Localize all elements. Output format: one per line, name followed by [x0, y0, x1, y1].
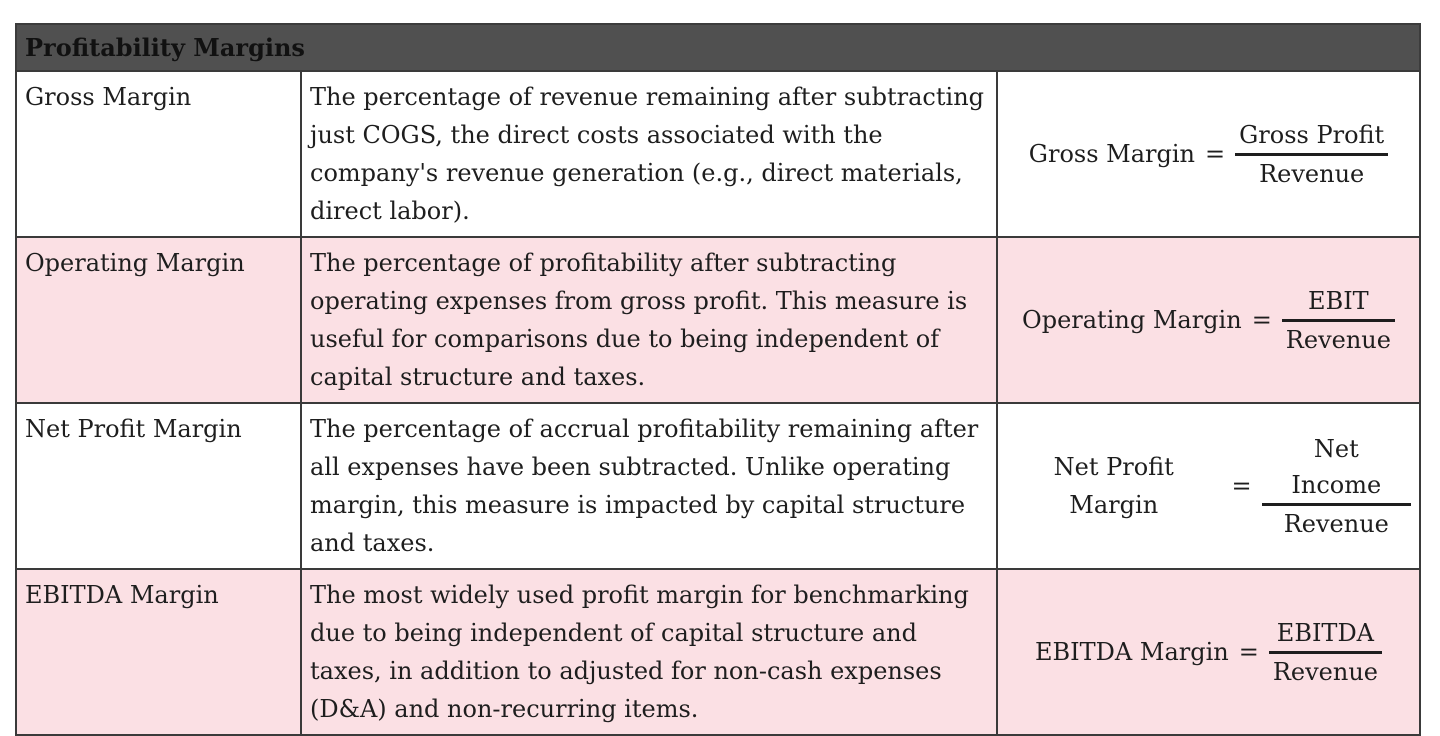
table-row-gross-margin: Gross Margin The percentage of revenue r…: [15, 70, 1421, 238]
formula-numerator: Net Income: [1291, 434, 1382, 499]
metric-description: The percentage of revenue remaining afte…: [300, 70, 998, 238]
formula-lhs: Net Profit Margin: [1053, 453, 1174, 519]
metric-formula: Gross Margin = Gross Profit Revenue: [996, 70, 1421, 238]
formula-fraction: EBIT Revenue: [1281, 283, 1395, 358]
formula-equals: =: [1251, 306, 1272, 334]
metric-formula: Net Profit Margin = Net Income Revenue: [996, 402, 1421, 570]
formula-lhs: EBITDA Margin: [1035, 638, 1229, 666]
metric-name: Gross Margin: [15, 70, 302, 238]
formula: Net Profit Margin = Net Income Revenue: [1006, 431, 1411, 542]
metric-name: Operating Margin: [15, 236, 302, 404]
formula-numerator: EBIT: [1308, 286, 1369, 315]
formula-numerator: EBITDA: [1276, 618, 1375, 647]
formula-fraction: EBITDA Revenue: [1268, 615, 1382, 690]
table-row-ebitda-margin: EBITDA Margin The most widely used profi…: [15, 568, 1421, 736]
formula: Operating Margin = EBIT Revenue: [1022, 283, 1395, 358]
metric-formula: EBITDA Margin = EBITDA Revenue: [996, 568, 1421, 736]
fraction-bar: [1281, 318, 1395, 322]
metric-name: Net Profit Margin: [15, 402, 302, 570]
formula-numerator: Gross Profit: [1239, 120, 1385, 149]
formula-lhs: Operating Margin: [1022, 306, 1242, 334]
formula-denominator: Revenue: [1272, 657, 1378, 686]
metric-description: The percentage of profitability after su…: [300, 236, 998, 404]
fraction-bar: [1261, 502, 1411, 506]
formula-fraction: Gross Profit Revenue: [1235, 117, 1389, 192]
metric-name: EBITDA Margin: [15, 568, 302, 736]
metric-description: The percentage of accrual profitability …: [300, 402, 998, 570]
formula-fraction: Net Income Revenue: [1261, 431, 1411, 542]
metric-description: The most widely used profit margin for b…: [300, 568, 998, 736]
fraction-bar: [1235, 152, 1389, 156]
profitability-margins-table: Profitability Margins Gross Margin The p…: [15, 23, 1421, 736]
table-row-net-profit-margin: Net Profit Margin The percentage of accr…: [15, 402, 1421, 570]
metric-formula: Operating Margin = EBIT Revenue: [996, 236, 1421, 404]
table-row-operating-margin: Operating Margin The percentage of profi…: [15, 236, 1421, 404]
formula-equals: =: [1205, 140, 1226, 168]
formula: Gross Margin = Gross Profit Revenue: [1028, 117, 1389, 192]
formula: EBITDA Margin = EBITDA Revenue: [1035, 615, 1382, 690]
formula-equals: =: [1238, 638, 1259, 666]
fraction-bar: [1268, 650, 1382, 654]
table-title: Profitability Margins: [15, 23, 1421, 70]
formula-denominator: Revenue: [1259, 159, 1365, 188]
margins-grid: Gross Margin The percentage of revenue r…: [15, 70, 1421, 736]
formula-lhs: Gross Margin: [1028, 140, 1196, 168]
formula-denominator: Revenue: [1285, 325, 1391, 354]
formula-denominator: Revenue: [1283, 509, 1389, 538]
formula-equals: =: [1231, 472, 1252, 500]
